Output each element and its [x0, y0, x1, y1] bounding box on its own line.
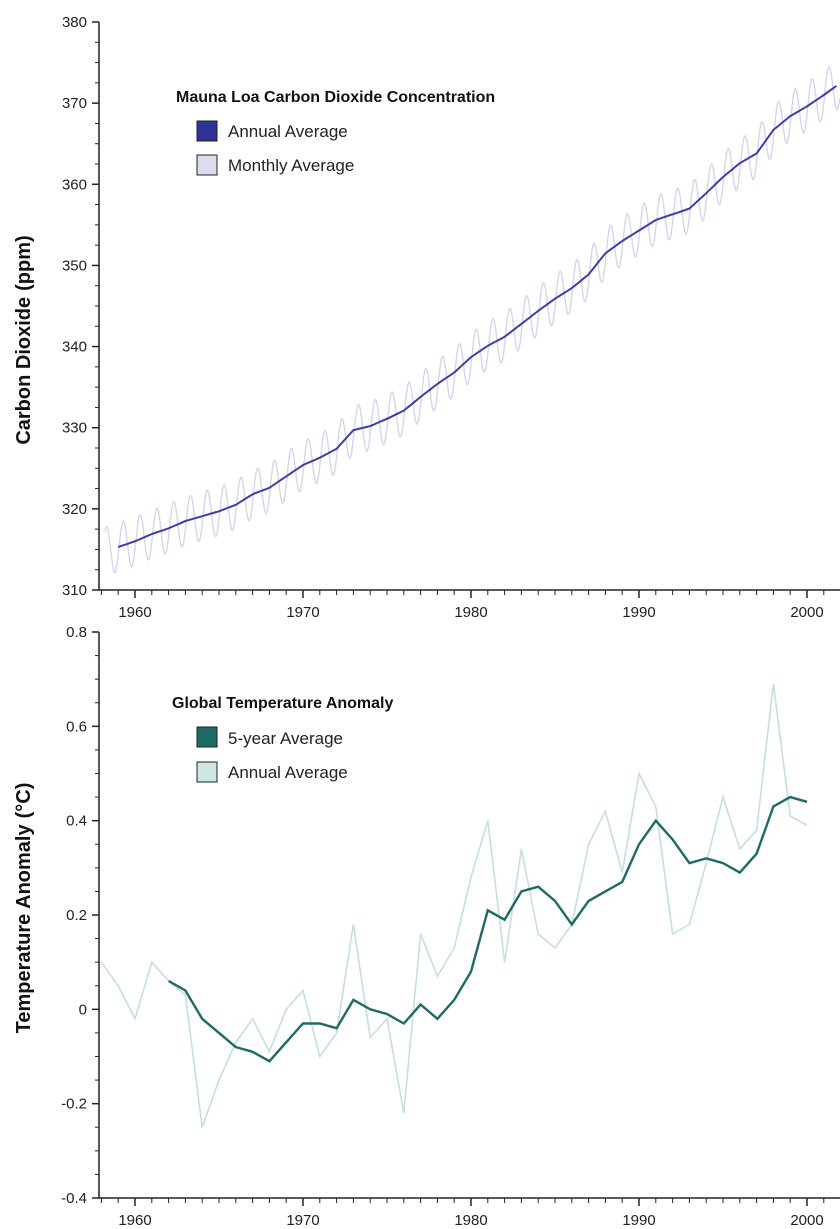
temperature-legend-swatch-annual	[196, 761, 218, 783]
co2-y-axis-title: Carbon Dioxide (ppm)	[13, 235, 35, 444]
co2-y-tick-label: 310	[62, 582, 87, 599]
co2-legend-label-annual: Annual Average	[228, 122, 348, 141]
co2-plot-area	[104, 66, 840, 574]
co2-x-tick-label: 1960	[118, 604, 151, 621]
co2-y-axis-label: Carbon Dioxide	[13, 297, 35, 445]
co2-y-tick-label: 340	[62, 339, 87, 356]
co2-x-tick-label: 1990	[622, 604, 655, 621]
co2-x-tick-label: 2000	[790, 604, 823, 621]
temperature-plot-area	[100, 683, 808, 1128]
temperature-annual-line	[100, 683, 808, 1128]
temperature-x-tick-label: 2000	[790, 1212, 823, 1229]
co2-y-axis-unit: (ppm)	[13, 235, 35, 291]
temperature-x-tick-label: 1980	[454, 1212, 487, 1229]
temperature-legend-swatch-5yr	[196, 726, 218, 748]
co2-y-tick-label: 370	[62, 95, 87, 112]
co2-x-tick-label: 1970	[286, 604, 319, 621]
co2-y-tick-label: 350	[62, 257, 87, 274]
temperature-x-tick-label: 1960	[118, 1212, 151, 1229]
co2-legend-label-monthly: Monthly Average	[228, 156, 354, 175]
temperature-axes: -0.4 -0.2 0 0.2 0.4 0.6 0.8 1960 1970 1980 1990 200…	[61, 624, 840, 1229]
co2-y-tick-label: 330	[62, 420, 87, 437]
temperature-y-tick-label: 0	[79, 1001, 87, 1018]
temperature-y-axis-title: Temperature Anomaly (°C)	[13, 783, 35, 1034]
co2-legend-title: Mauna Loa Carbon Dioxide Concentration	[176, 89, 495, 106]
co2-monthly-line	[104, 66, 840, 574]
temperature-y-tick-label: 0.6	[66, 718, 87, 735]
co2-legend-swatch-annual	[196, 120, 218, 142]
temperature-y-tick-label: 0.8	[66, 624, 87, 641]
temperature-y-tick-label: 0.2	[66, 907, 87, 924]
temperature-y-tick-label: 0.4	[66, 813, 87, 830]
co2-legend-swatch-monthly	[196, 154, 218, 176]
temperature-y-axis-unit: (°C)	[13, 783, 35, 819]
temperature-y-axis-label: Temperature Anomaly	[13, 824, 35, 1034]
temperature-legend-label-annual: Annual Average	[228, 763, 348, 782]
co2-x-tick-label: 1980	[454, 604, 487, 621]
temperature-x-tick-label: 1970	[286, 1212, 319, 1229]
co2-y-tick-label: 360	[62, 176, 87, 193]
co2-annual-line	[117, 85, 837, 548]
temperature-5yr-line	[168, 795, 808, 1063]
temperature-legend: Global Temperature Anomaly 5-year Averag…	[172, 695, 393, 783]
temperature-legend-label-5yr: 5-year Average	[228, 729, 343, 748]
temperature-legend-title: Global Temperature Anomaly	[172, 695, 393, 712]
co2-legend: Mauna Loa Carbon Dioxide Concentration A…	[176, 89, 495, 176]
temperature-y-tick-label: -0.4	[61, 1190, 87, 1207]
co2-y-tick-label: 320	[62, 501, 87, 518]
temperature-x-tick-label: 1990	[622, 1212, 655, 1229]
co2-axes: 310 320 330 340 350 360 370 380 1960 1970 1980 1990…	[62, 14, 840, 621]
co2-chart: 310 320 330 340 350 360 370 380 1960 1970 1980 1990…	[13, 14, 840, 621]
temperature-chart: -0.4 -0.2 0 0.2 0.4 0.6 0.8 1960 1970 1980 1990 200…	[13, 624, 840, 1229]
temperature-y-tick-label: -0.2	[61, 1096, 87, 1113]
co2-y-tick-label: 380	[62, 14, 87, 31]
